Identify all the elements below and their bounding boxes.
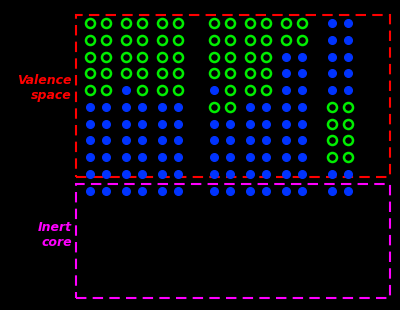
Bar xyxy=(76,16,390,177)
Text: Valence
space: Valence space xyxy=(18,74,72,102)
Bar xyxy=(76,184,390,298)
Text: Inert
core: Inert core xyxy=(38,221,72,249)
